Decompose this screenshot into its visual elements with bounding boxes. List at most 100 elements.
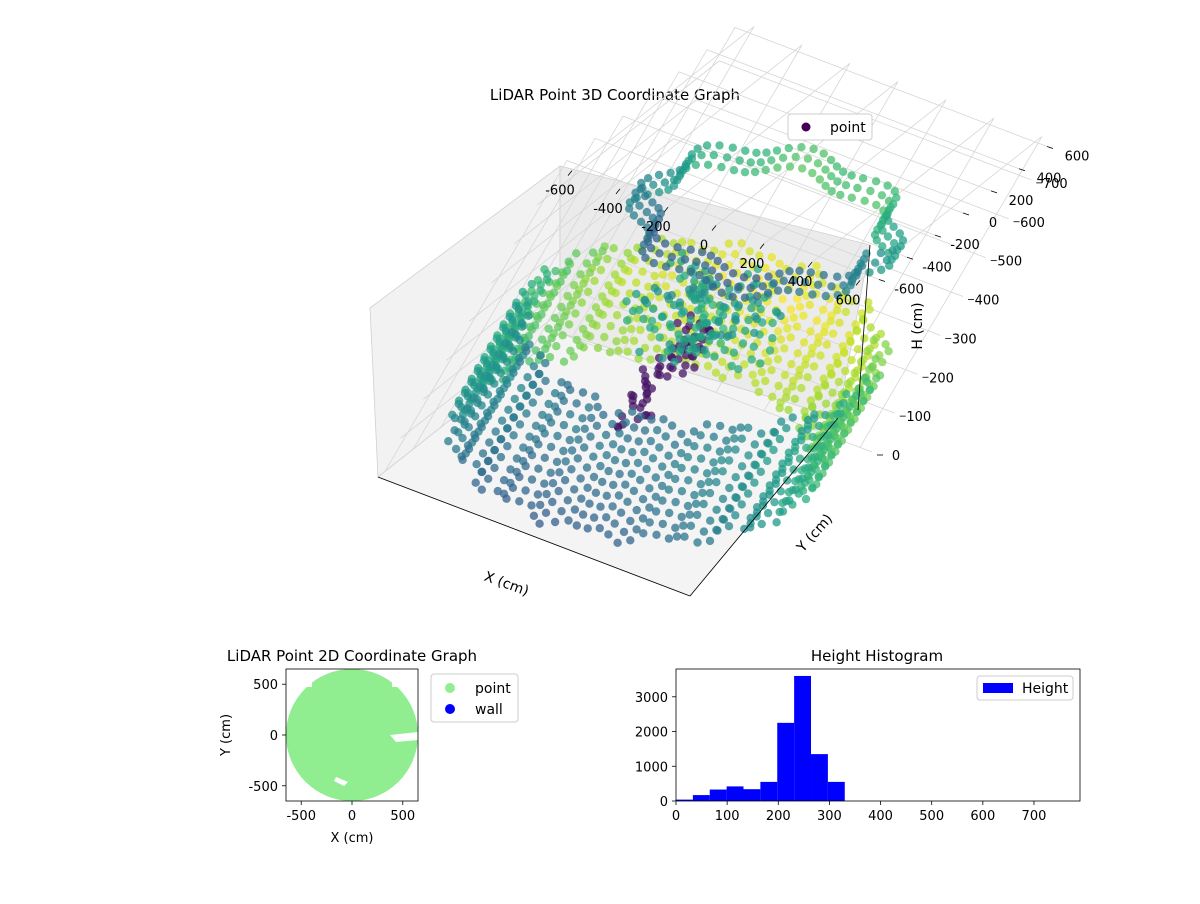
lidar-point xyxy=(828,329,838,338)
lidar-point xyxy=(820,380,830,389)
lidar-point xyxy=(703,160,713,169)
lidar-point xyxy=(621,418,630,427)
lidar-point xyxy=(686,267,695,276)
grid-line-z xyxy=(514,99,1009,245)
lidar-point xyxy=(812,261,821,271)
lidar-point xyxy=(675,166,684,175)
lidar-point xyxy=(808,290,817,299)
lidar-point xyxy=(782,424,791,433)
lidar-point xyxy=(693,538,702,547)
lidar-point xyxy=(795,454,805,463)
lidar-point xyxy=(586,432,595,441)
lidar-point xyxy=(572,521,581,530)
lidar-point xyxy=(859,396,868,406)
lidar-point xyxy=(667,252,676,262)
x-tick-label-hist: 600 xyxy=(970,809,995,824)
lidar-point xyxy=(534,387,544,396)
lidar-point xyxy=(600,332,609,342)
lidar-point xyxy=(804,463,813,472)
lidar-point xyxy=(731,473,740,482)
lidar-point xyxy=(799,311,808,320)
lidar-point xyxy=(483,390,493,399)
lidar-point xyxy=(733,371,743,380)
lidar-point xyxy=(723,445,733,454)
lidar-point xyxy=(638,247,647,256)
lidar-point xyxy=(596,265,606,275)
lidar-point xyxy=(718,514,727,524)
lidar-point xyxy=(563,291,572,301)
lidar-point xyxy=(635,305,644,315)
lidar-point xyxy=(692,257,701,266)
lidar-point xyxy=(518,287,527,297)
lidar-point xyxy=(658,462,667,471)
chart-3d: LiDAR Point 3D Coordinate Graph -600 -400… xyxy=(369,26,1089,600)
lidar-point xyxy=(731,493,740,502)
lidar-point xyxy=(847,171,856,180)
lidar-point xyxy=(637,178,646,188)
lidar-point xyxy=(697,151,706,160)
lidar-point xyxy=(572,249,581,258)
lidar-point xyxy=(584,403,594,412)
lidar-point xyxy=(839,281,848,290)
lidar-point xyxy=(833,358,842,367)
lidar-point xyxy=(521,486,530,495)
y-tick-label-2d: 0 xyxy=(270,729,278,744)
lidar-point xyxy=(807,349,816,358)
histogram-bar xyxy=(777,722,795,801)
z-tick-label-3d: 400 xyxy=(975,294,1000,309)
chart-histogram: Height Histogram 0 100 200 300 400 500 600 7000… xyxy=(635,647,1081,824)
lidar-point xyxy=(750,328,759,338)
lidar-point xyxy=(833,440,842,449)
lidar-point xyxy=(484,456,493,466)
lidar-point xyxy=(535,519,544,528)
lidar-point xyxy=(596,461,605,471)
lidar-point xyxy=(522,409,531,418)
lidar-point xyxy=(677,512,686,522)
legend-3d-marker xyxy=(801,122,811,132)
lidar-point xyxy=(614,409,623,418)
lidar-point xyxy=(567,446,577,455)
lidar-point xyxy=(490,401,499,410)
lidar-point xyxy=(820,462,830,471)
lidar-point xyxy=(752,148,761,157)
x-tick-mark-3d xyxy=(807,261,813,268)
histogram-bar xyxy=(794,675,812,801)
histogram-bar xyxy=(743,789,761,801)
lidar-point xyxy=(602,513,611,522)
lidar-point xyxy=(622,297,631,306)
lidar-point xyxy=(783,476,792,485)
lidar-point xyxy=(769,279,778,288)
lidar-point xyxy=(696,431,705,440)
lidar-point xyxy=(646,323,655,332)
lidar-point xyxy=(827,187,836,196)
lidar-point xyxy=(522,346,531,356)
lidar-point xyxy=(705,488,715,498)
lidar-point xyxy=(638,365,648,374)
lidar-point xyxy=(869,336,878,345)
lidar-point xyxy=(728,269,738,278)
y-tick-label-2d: -500 xyxy=(248,780,278,795)
lidar-point xyxy=(665,508,674,518)
lidar-point xyxy=(761,165,770,175)
lidar-point xyxy=(706,251,716,260)
lidar-point xyxy=(756,449,766,458)
lidar-point xyxy=(702,319,711,328)
y-tick-label-3d: -200 xyxy=(950,238,980,253)
grid-line-y xyxy=(552,27,1048,339)
lidar-point xyxy=(677,463,686,473)
lidar-point xyxy=(821,399,831,408)
lidar-point xyxy=(623,497,632,506)
lidar-point xyxy=(783,324,792,333)
lidar-point xyxy=(629,391,638,401)
lidar-point xyxy=(702,141,712,150)
lidar-point xyxy=(826,155,836,165)
lidar-point xyxy=(797,143,806,152)
lidar-point xyxy=(495,349,504,359)
z-tick-label-3d: 100 xyxy=(906,410,931,425)
lidar-point xyxy=(552,342,561,351)
lidar-point xyxy=(827,282,836,291)
lidar-point xyxy=(780,370,790,380)
lidar-point xyxy=(509,431,518,440)
lidar-point xyxy=(651,221,660,230)
chart-2d: LiDAR Point 2D Coordinate Graph -500 0 500… xyxy=(219,647,519,846)
